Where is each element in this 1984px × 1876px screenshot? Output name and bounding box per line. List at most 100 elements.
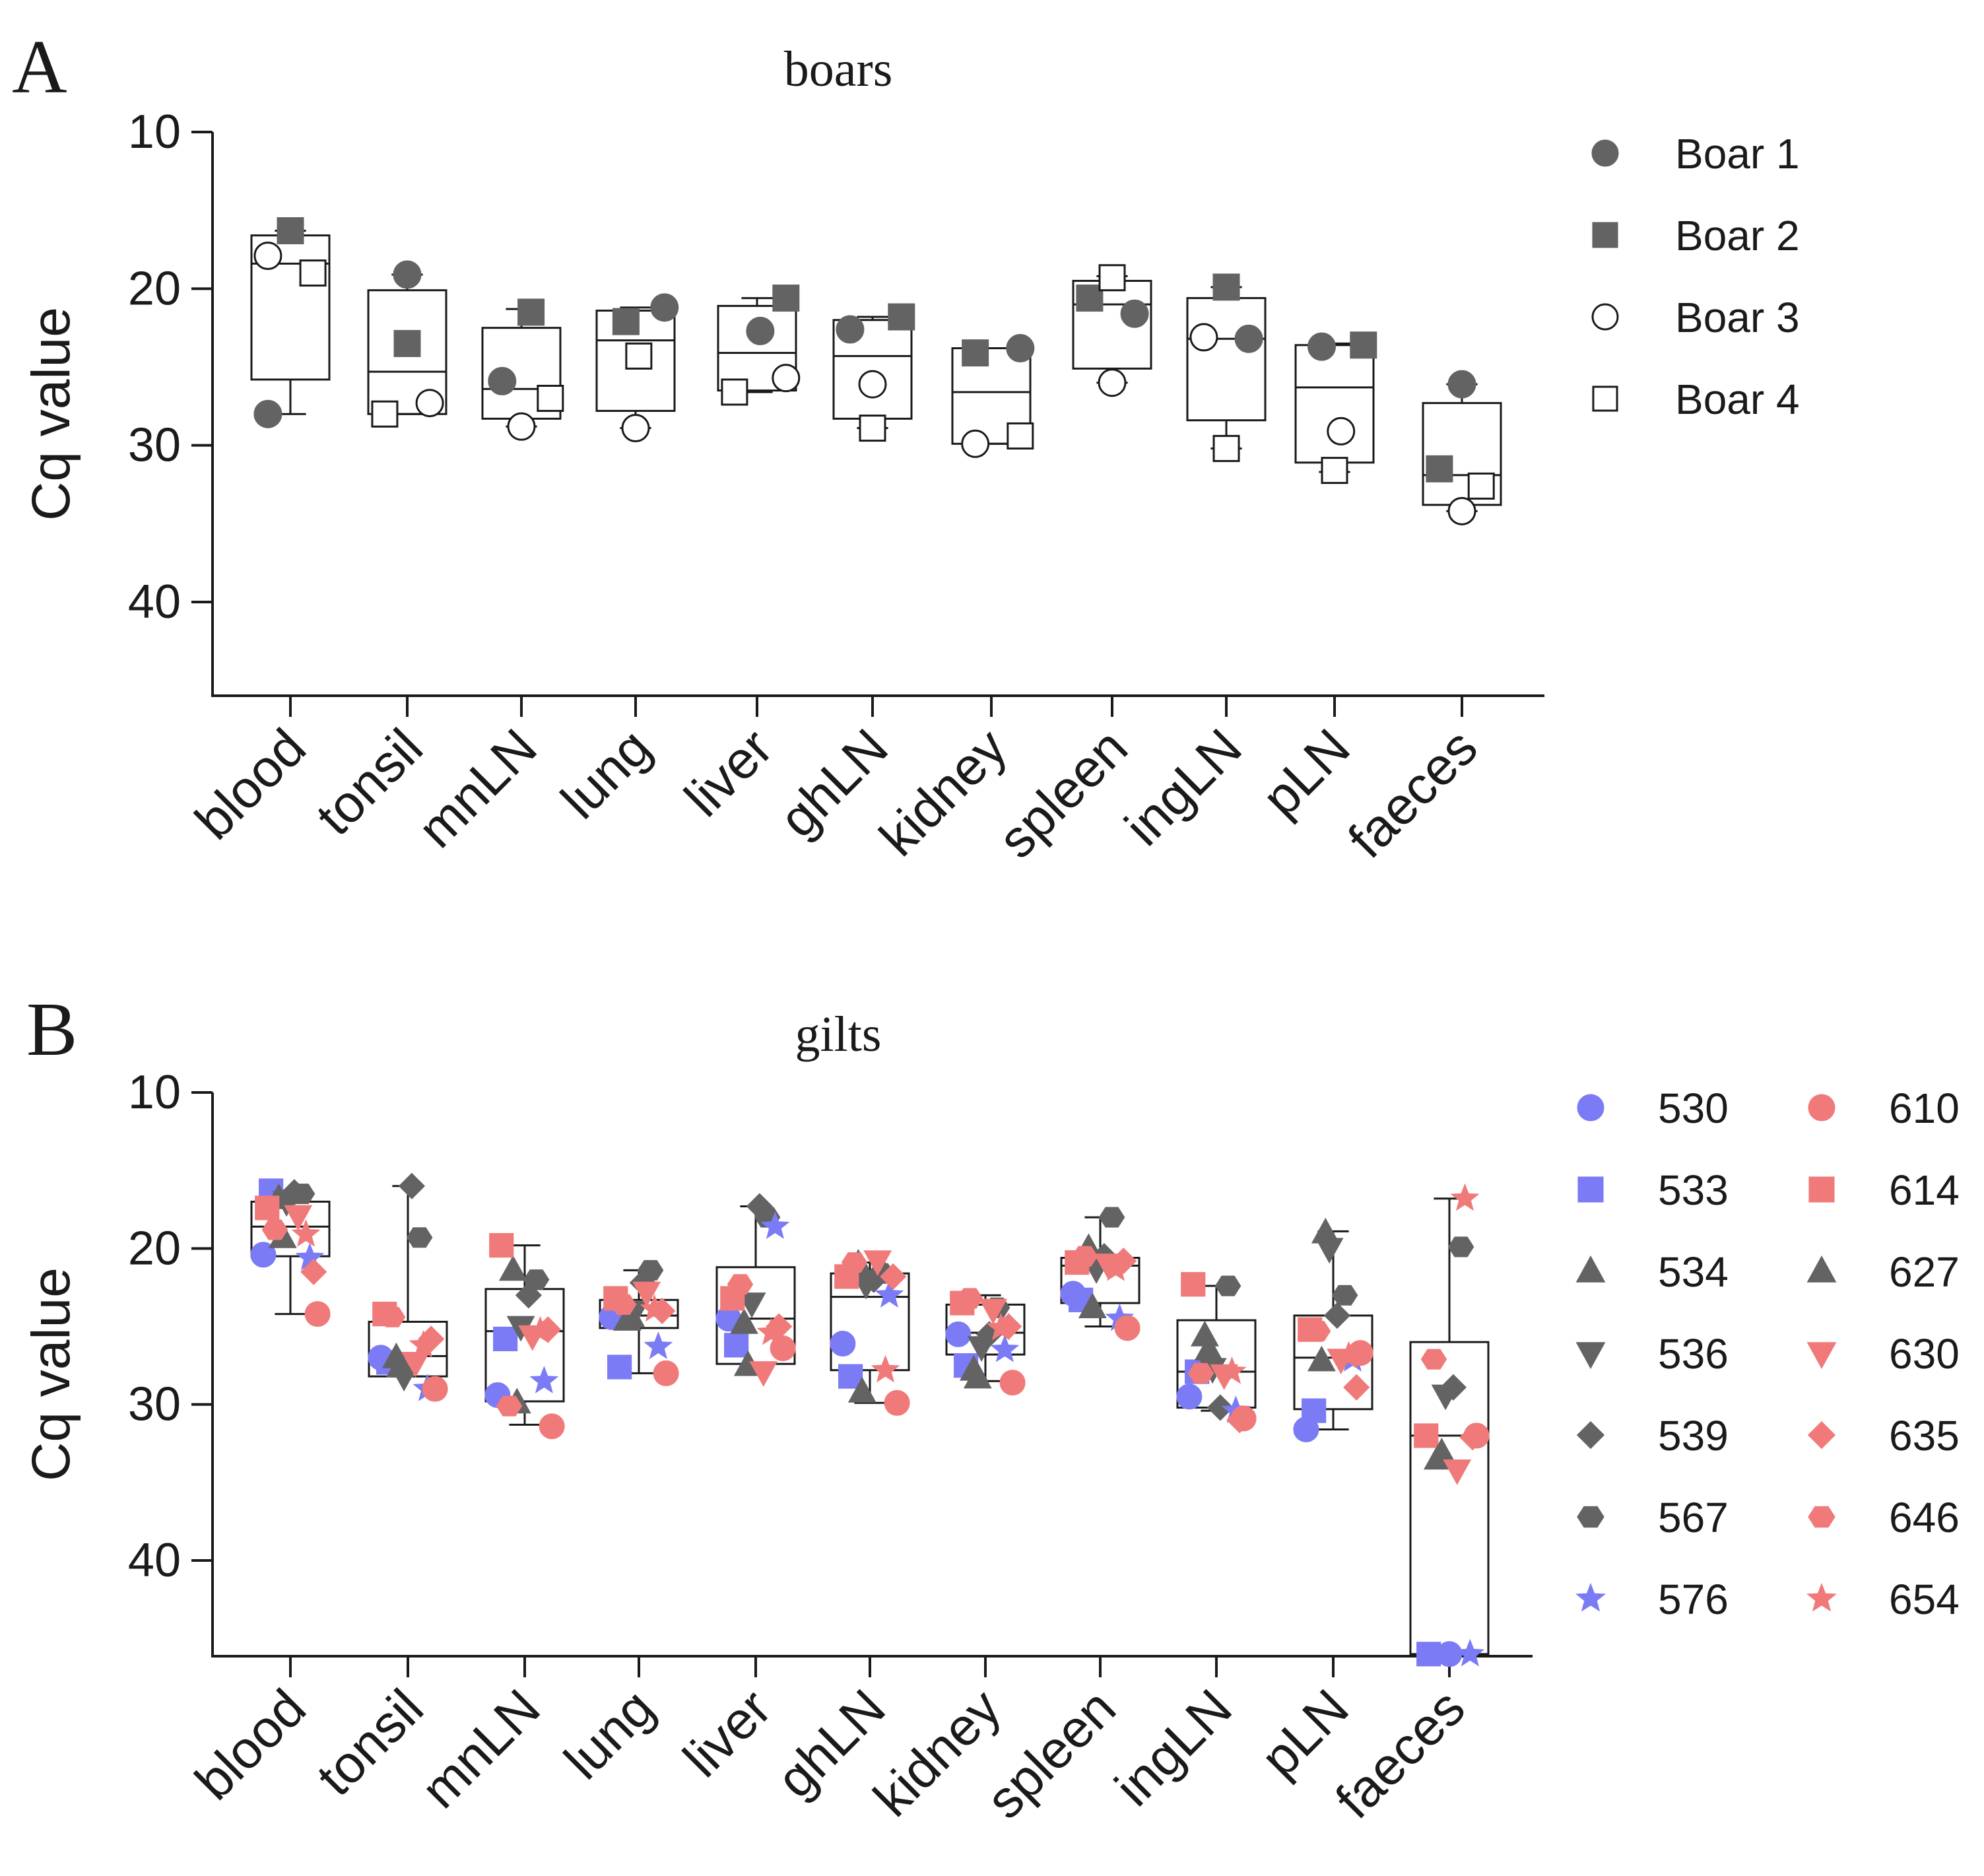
data-point	[1331, 1285, 1358, 1306]
data-point	[517, 298, 545, 326]
data-point	[1187, 1362, 1214, 1384]
legend-marker	[1575, 1342, 1606, 1370]
data-point	[1207, 1394, 1234, 1421]
y-axis-label: Cq value	[21, 307, 81, 521]
legend-item: 539	[1576, 1412, 1729, 1459]
series-boar-4	[299, 259, 1495, 500]
y-tick-label: 20	[128, 1222, 181, 1275]
data-point	[393, 260, 422, 289]
data-point	[393, 329, 421, 357]
data-point	[772, 364, 801, 393]
panel-label: B	[26, 988, 77, 1072]
legend-marker	[1576, 1421, 1605, 1450]
legend-item: 630	[1806, 1330, 1960, 1378]
box-iqr	[717, 304, 797, 392]
legend-item: 635	[1807, 1412, 1960, 1459]
x-tick-label: lung	[550, 718, 662, 830]
data-point	[1450, 1183, 1480, 1211]
data-point	[990, 1334, 1020, 1362]
x-tick-label: ingLN	[1104, 1678, 1243, 1817]
data-point	[1101, 1254, 1131, 1281]
data-point	[537, 384, 564, 412]
data-point	[1217, 1356, 1247, 1384]
data-point	[525, 1316, 555, 1344]
data-point	[1459, 1424, 1486, 1451]
y-tick-label: 40	[128, 576, 181, 628]
data-point	[255, 1195, 280, 1221]
data-point	[493, 1326, 518, 1352]
legend-label: 646	[1889, 1494, 1960, 1541]
legend-label: 567	[1658, 1494, 1729, 1541]
data-point	[1071, 1246, 1098, 1267]
data-point	[1416, 1642, 1441, 1667]
series-534	[264, 1183, 1452, 1470]
legend-marker	[1591, 139, 1619, 167]
data-point	[1098, 1207, 1125, 1228]
data-point	[250, 1242, 277, 1268]
series-646	[261, 1219, 1447, 1417]
legend-label: 630	[1889, 1330, 1960, 1378]
data-point	[1414, 1423, 1439, 1448]
legend-item: 530	[1577, 1085, 1729, 1132]
data-point	[644, 1331, 673, 1359]
data-point	[300, 1258, 327, 1285]
data-point	[838, 1364, 863, 1389]
series-boar-3	[253, 241, 1476, 525]
data-point	[489, 1233, 514, 1258]
data-point	[1302, 1398, 1327, 1423]
legend-marker	[1591, 303, 1619, 331]
data-point	[961, 429, 990, 458]
data-point	[1321, 457, 1348, 485]
data-point	[406, 1227, 433, 1248]
series-536	[272, 1191, 1460, 1411]
legend-marker	[1807, 1421, 1836, 1450]
data-point	[1226, 1407, 1253, 1434]
legend-marker	[1575, 1255, 1606, 1283]
legend-item: Boar 1	[1591, 130, 1800, 178]
x-tick-label: tonsil	[306, 1678, 434, 1807]
legend-item: 627	[1806, 1248, 1960, 1296]
x-tick-label: tonsil	[305, 718, 434, 846]
data-point	[415, 389, 444, 418]
data-point	[288, 1184, 315, 1205]
legend-marker	[1577, 1176, 1604, 1203]
data-point	[1078, 1292, 1107, 1318]
x-tick-label: spleen	[975, 1678, 1127, 1830]
data-point	[859, 415, 886, 442]
data-point	[836, 315, 865, 344]
x-tick-label: ingLN	[1113, 718, 1253, 857]
x-tick-label: lung	[553, 1678, 665, 1790]
data-point	[863, 1250, 892, 1277]
data-point	[956, 1288, 983, 1309]
data-point	[253, 399, 282, 428]
data-point	[621, 414, 650, 443]
data-point	[422, 1376, 448, 1402]
data-point	[760, 1211, 790, 1239]
x-tick-label: faeces	[1337, 718, 1488, 869]
data-point	[523, 1269, 550, 1290]
legend-item: 533	[1577, 1166, 1729, 1214]
data-point	[841, 1252, 868, 1273]
legend-item: Boar 2	[1592, 212, 1800, 259]
data-point	[1467, 472, 1495, 500]
data-point	[1214, 1275, 1241, 1296]
y-tick-label: 20	[128, 262, 181, 315]
legend: Boar 1 Boar 2 Boar 3 Boar 4	[1591, 130, 1800, 423]
data-point	[1426, 455, 1453, 483]
data-point	[1194, 1335, 1223, 1360]
data-point	[884, 1390, 910, 1416]
x-tick-label: spleen	[987, 718, 1139, 869]
data-point	[284, 1205, 313, 1231]
data-point	[401, 1352, 430, 1378]
data-point	[1439, 1374, 1467, 1401]
data-point	[724, 1333, 749, 1358]
box-iqr	[951, 347, 1032, 445]
legend-marker	[1575, 1582, 1606, 1612]
data-point	[304, 1301, 331, 1327]
legend-marker	[1806, 1582, 1837, 1612]
legend-marker	[1808, 1176, 1835, 1203]
data-point	[1181, 1272, 1206, 1297]
data-point	[1189, 323, 1218, 352]
